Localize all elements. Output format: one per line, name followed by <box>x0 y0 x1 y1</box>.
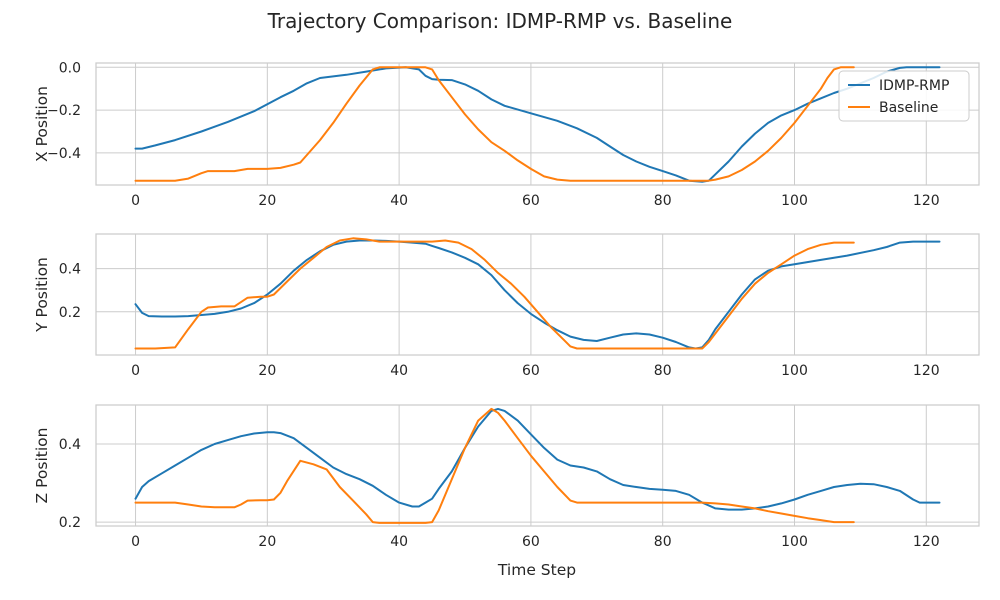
y-position-subplot: 0 20 40 60 80 100 120 0.2 0.4 Y Position <box>33 233 980 379</box>
x-tick-label: 60 <box>522 363 540 379</box>
x-tick-label: 100 <box>781 363 808 379</box>
legend-label-idmp-rmp: IDMP-RMP <box>879 78 949 94</box>
series-line-baseline <box>134 407 855 524</box>
x-tick-label: 80 <box>654 534 672 550</box>
z-position-axes-frame <box>95 404 980 527</box>
y-position-axes-frame <box>95 233 980 356</box>
series-line-idmp-rmp <box>134 407 941 511</box>
x-tick-label: 60 <box>522 193 540 209</box>
y-axis-label: Y Position <box>33 257 51 333</box>
x-tick-label: 20 <box>258 534 276 550</box>
z-position-subplot: 0 20 40 60 80 100 120 0.2 0.4 Z Position <box>33 404 980 550</box>
x-tick-label: 0 <box>131 534 140 550</box>
subplots: 0 20 40 60 80 100 120 −0.4 −0.2 0.0 X Position IDMP… <box>33 60 980 550</box>
y-axis-label: X Position <box>33 86 51 162</box>
x-tick-label: 120 <box>913 534 940 550</box>
x-tick-label: 0 <box>131 193 140 209</box>
x-tick-label: 40 <box>390 363 408 379</box>
y-tick-label: −0.4 <box>47 146 81 162</box>
x-tick-label: 60 <box>522 534 540 550</box>
series-line-baseline <box>134 66 855 182</box>
series-line-idmp-rmp <box>134 66 941 183</box>
x-position-axes-frame <box>95 62 980 186</box>
x-tick-label: 120 <box>913 193 940 209</box>
legend: IDMP-RMP Baseline <box>838 70 970 122</box>
y-tick-label: 0.2 <box>59 515 81 531</box>
x-tick-label: 40 <box>390 193 408 209</box>
x-tick-label: 40 <box>390 534 408 550</box>
x-tick-label: 100 <box>781 193 808 209</box>
x-tick-label: 100 <box>781 534 808 550</box>
x-tick-label: 20 <box>258 193 276 209</box>
x-tick-label: 120 <box>913 363 940 379</box>
legend-label-baseline: Baseline <box>879 100 938 116</box>
x-tick-label: 20 <box>258 363 276 379</box>
x-tick-label: 80 <box>654 363 672 379</box>
y-axis-label: Z Position <box>33 428 51 504</box>
y-tick-label: −0.2 <box>47 103 81 119</box>
y-tick-label: 0.4 <box>59 262 81 278</box>
x-tick-label: 80 <box>654 193 672 209</box>
y-tick-label: 0.0 <box>59 60 81 76</box>
x-tick-label: 0 <box>131 363 140 379</box>
y-tick-label: 0.2 <box>59 305 81 321</box>
x-position-subplot: 0 20 40 60 80 100 120 −0.4 −0.2 0.0 X Position IDMP… <box>33 60 980 209</box>
chart-title: Trajectory Comparison: IDMP-RMP vs. Base… <box>267 9 733 33</box>
series-line-idmp-rmp <box>134 239 941 350</box>
legend-box <box>838 70 970 122</box>
series-line-baseline <box>134 237 855 350</box>
y-tick-label: 0.4 <box>59 437 81 453</box>
x-axis-label: Time Step <box>497 561 576 579</box>
